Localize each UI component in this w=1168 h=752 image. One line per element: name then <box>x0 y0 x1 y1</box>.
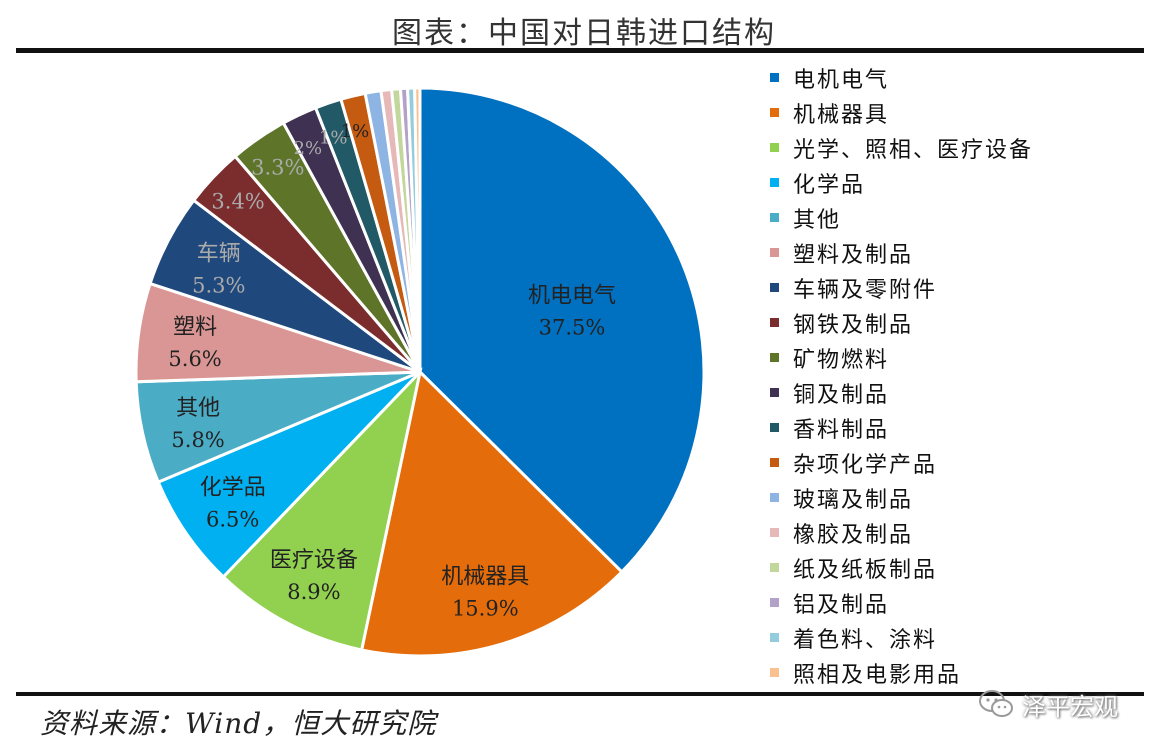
legend-swatch <box>770 423 779 432</box>
legend-swatch <box>770 458 779 467</box>
pie-slice-3 <box>221 367 423 652</box>
slice-value-label-8: 3.4% <box>211 190 264 214</box>
legend-swatch <box>770 563 779 572</box>
slice-value-label-12: 1% <box>341 121 370 142</box>
legend-label: 香料制品 <box>793 417 890 443</box>
legend-label: 纸及纸板制品 <box>793 557 938 583</box>
slice-name-label-1: 机电电气 <box>528 284 616 309</box>
legend-item-5: 其他 <box>770 200 1033 235</box>
legend-label: 铜及制品 <box>793 382 890 408</box>
legend-item-15: 纸及纸板制品 <box>770 550 1033 585</box>
watermark: 泽平宏观 <box>978 684 1118 724</box>
legend-item-2: 机械器具 <box>770 95 1033 130</box>
slice-name-label-5: 其他 <box>176 396 220 421</box>
legend-label: 铝及制品 <box>793 592 890 618</box>
legend-swatch <box>770 668 779 677</box>
legend-item-11: 香料制品 <box>770 410 1033 445</box>
wechat-icon <box>979 690 1013 717</box>
watermark-text: 泽平宏观 <box>1022 692 1118 721</box>
slice-value-label-5: 5.8% <box>171 428 224 452</box>
legend-swatch <box>770 528 779 537</box>
legend-item-6: 塑料及制品 <box>770 235 1033 270</box>
legend-swatch <box>770 248 779 257</box>
chart-title: 图表：中国对日韩进口结构 <box>392 16 776 51</box>
slice-value-label-6: 5.6% <box>168 347 221 371</box>
legend-item-14: 橡胶及制品 <box>770 515 1033 550</box>
source-note: 资料来源：Wind，恒大研究院 <box>40 707 437 740</box>
slice-value-label-1: 37.5% <box>539 316 606 340</box>
pie-chart: 机电电气 37.5% 机械器具 15.9% 医疗设备 8.9% 化学品 6.5% 其他 5.8% 塑… <box>134 86 706 658</box>
pie-slice-1 <box>418 86 706 574</box>
legend-item-1: 电机电气 <box>770 60 1033 95</box>
legend-swatch <box>770 108 779 117</box>
top-rule <box>16 48 1144 53</box>
slice-value-label-4: 6.5% <box>206 508 259 532</box>
slice-value-label-11: 1% <box>319 128 348 149</box>
legend-label: 化学品 <box>793 172 866 198</box>
legend-label: 塑料及制品 <box>793 242 914 268</box>
legend-label: 杂项化学产品 <box>793 452 938 478</box>
legend-swatch <box>770 633 779 642</box>
legend-swatch <box>770 353 779 362</box>
slice-value-label-10: 2% <box>294 138 323 159</box>
legend-item-16: 铝及制品 <box>770 585 1033 620</box>
legend-label: 机械器具 <box>793 102 890 128</box>
bottom-rule <box>16 692 1144 696</box>
legend-label: 着色料、涂料 <box>793 627 938 653</box>
legend-item-10: 铜及制品 <box>770 375 1033 410</box>
chart-legend: 电机电气机械器具光学、照相、医疗设备 化学品其他塑料及制品车辆及零附件 钢铁及制品矿… <box>770 60 1033 690</box>
legend-item-4: 化学品 <box>770 165 1033 200</box>
legend-item-18: 照相及电影用品 <box>770 655 1033 690</box>
legend-item-13: 玻璃及制品 <box>770 480 1033 515</box>
legend-swatch <box>770 73 779 82</box>
slice-name-label-7: 车辆 <box>197 242 241 267</box>
slice-value-label-7: 5.3% <box>192 274 245 298</box>
legend-item-9: 矿物燃料 <box>770 340 1033 375</box>
legend-swatch <box>770 213 779 222</box>
legend-item-17: 着色料、涂料 <box>770 620 1033 655</box>
legend-label: 钢铁及制品 <box>793 312 914 338</box>
slice-name-label-4: 化学品 <box>200 476 266 501</box>
legend-label: 橡胶及制品 <box>793 522 914 548</box>
legend-swatch <box>770 388 779 397</box>
legend-swatch <box>770 493 779 502</box>
legend-swatch <box>770 178 779 187</box>
legend-swatch <box>770 598 779 607</box>
legend-swatch <box>770 283 779 292</box>
legend-item-3: 光学、照相、医疗设备 <box>770 130 1033 165</box>
legend-label: 车辆及零附件 <box>793 277 938 303</box>
slice-name-label-6: 塑料 <box>173 315 217 340</box>
pie-slice-18 <box>413 86 422 373</box>
legend-item-7: 车辆及零附件 <box>770 270 1033 305</box>
legend-label: 玻璃及制品 <box>793 487 914 513</box>
legend-label: 电机电气 <box>793 67 890 93</box>
slice-value-label-9: 3.3% <box>251 156 304 180</box>
legend-swatch <box>770 318 779 327</box>
legend-item-12: 杂项化学产品 <box>770 445 1033 480</box>
pie-slice-2 <box>359 368 624 658</box>
legend-label: 其他 <box>793 207 842 233</box>
legend-item-8: 钢铁及制品 <box>770 305 1033 340</box>
legend-swatch <box>770 143 779 152</box>
pie-slice-4 <box>156 370 422 579</box>
legend-label: 光学、照相、医疗设备 <box>793 137 1034 163</box>
slice-value-label-2: 15.9% <box>452 597 519 621</box>
slice-name-label-3: 医疗设备 <box>270 548 358 573</box>
legend-label: 照相及电影用品 <box>793 662 962 688</box>
slice-value-label-3: 8.9% <box>287 580 340 604</box>
legend-label: 矿物燃料 <box>793 347 890 373</box>
slice-name-label-2: 机械器具 <box>441 565 529 590</box>
